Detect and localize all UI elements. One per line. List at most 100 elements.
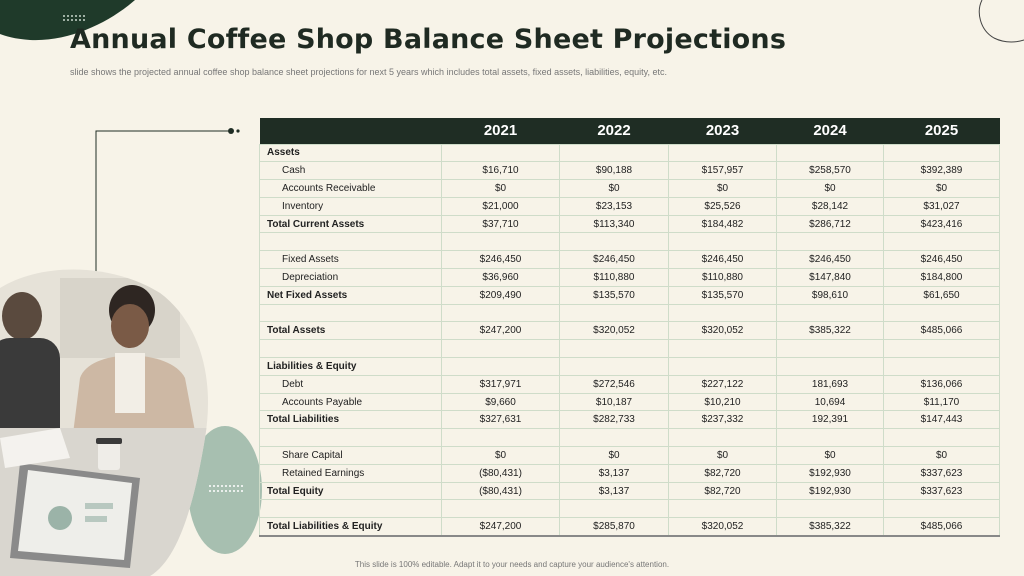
row-label: Debt — [259, 374, 442, 394]
value-cell — [776, 499, 884, 519]
value-cell: $0 — [441, 446, 560, 465]
value-cell: $3,137 — [559, 463, 669, 483]
table-row: Share Capital $0 $0 $0 $0 $0 — [259, 446, 1000, 465]
value-cell: $327,631 — [441, 410, 560, 430]
table-row: Inventory $21,000 $23,153 $25,526 $28,142 $31… — [259, 196, 1000, 216]
table-row: Cash $16,710 $90,188 $157,957 $258,570 $392,3… — [259, 161, 1000, 181]
value-cell: $237,332 — [668, 410, 777, 430]
value-cell: $337,623 — [883, 481, 1000, 501]
value-cell: $320,052 — [559, 321, 669, 341]
value-cell — [883, 339, 1000, 359]
value-cell: $485,066 — [883, 321, 1000, 341]
team-meeting-photo — [0, 269, 208, 576]
balance-sheet-table: 2021 2022 2023 2024 2025 Assets Cash $16,7… — [259, 118, 1000, 537]
value-cell: $3,137 — [559, 481, 669, 501]
value-cell — [883, 428, 1000, 448]
value-cell: $157,957 — [668, 161, 777, 181]
row-label: Share Capital — [259, 446, 442, 465]
value-cell: $337,623 — [883, 463, 1000, 483]
value-cell — [441, 232, 560, 252]
value-cell: $110,880 — [668, 268, 777, 287]
table-row — [259, 303, 1000, 323]
row-label: Total Equity — [259, 481, 442, 501]
value-cell: $147,840 — [776, 268, 884, 287]
table-row: Liabilities & Equity — [259, 357, 1000, 376]
connector-line-decoration — [95, 128, 240, 285]
footer-note: This slide is 100% editable. Adapt it to… — [354, 560, 670, 569]
value-cell — [441, 303, 560, 323]
value-cell: $246,450 — [559, 250, 669, 270]
value-cell: $0 — [559, 446, 669, 465]
value-cell: $184,482 — [668, 214, 777, 234]
table-row: Accounts Receivable $0 $0 $0 $0 $0 — [259, 179, 1000, 198]
value-cell: $282,733 — [559, 410, 669, 430]
value-cell: $82,720 — [668, 481, 777, 501]
value-cell: $9,660 — [441, 392, 560, 412]
header-year-2022: 2022 — [559, 118, 669, 144]
value-cell — [668, 232, 777, 252]
value-cell: $485,066 — [883, 517, 1000, 537]
row-label: Total Liabilities — [259, 410, 442, 430]
value-cell: $320,052 — [668, 517, 777, 537]
value-cell — [559, 499, 669, 519]
value-cell — [776, 339, 884, 359]
value-cell — [776, 232, 884, 252]
value-cell: $28,142 — [776, 196, 884, 216]
page-title: Annual Coffee Shop Balance Sheet Project… — [70, 24, 787, 55]
value-cell: $385,322 — [776, 517, 884, 537]
value-cell: 192,391 — [776, 410, 884, 430]
value-cell: $98,610 — [776, 285, 884, 305]
value-cell: $11,170 — [883, 392, 1000, 412]
table-row: Total Liabilities $327,631 $282,733 $237,33… — [259, 410, 1000, 430]
value-cell: $82,720 — [668, 463, 777, 483]
value-cell — [441, 339, 560, 359]
row-label: Assets — [259, 143, 442, 163]
table-row: Debt $317,971 $272,546 $227,122 181,693 $136,… — [259, 374, 1000, 394]
row-label: Accounts Payable — [259, 392, 442, 412]
table-row: Total Assets $247,200 $320,052 $320,052 $385… — [259, 321, 1000, 341]
value-cell: $16,710 — [441, 161, 560, 181]
value-cell — [776, 143, 884, 163]
value-cell: $21,000 — [441, 196, 560, 216]
value-cell — [883, 357, 1000, 376]
value-cell: $286,712 — [776, 214, 884, 234]
value-cell — [668, 357, 777, 376]
table-row: Accounts Payable $9,660 $10,187 $10,210 10,6… — [259, 392, 1000, 412]
value-cell: $0 — [559, 179, 669, 198]
value-cell: $10,187 — [559, 392, 669, 412]
value-cell — [668, 303, 777, 323]
table-row: Total Current Assets $37,710 $113,340 $184,… — [259, 214, 1000, 234]
row-label — [259, 232, 442, 252]
value-cell: $0 — [776, 179, 884, 198]
table-row — [259, 499, 1000, 519]
value-cell — [559, 357, 669, 376]
table-row: Total Liabilities & Equity $247,200 $285,8… — [259, 517, 1000, 537]
value-cell: $0 — [776, 446, 884, 465]
value-cell — [668, 143, 777, 163]
value-cell: $247,200 — [441, 321, 560, 341]
table-row: Retained Earnings ($80,431) $3,137 $82,720 $… — [259, 463, 1000, 483]
value-cell — [559, 303, 669, 323]
row-label: Cash — [259, 161, 442, 181]
value-cell: $258,570 — [776, 161, 884, 181]
value-cell — [776, 303, 884, 323]
value-cell: $110,880 — [559, 268, 669, 287]
value-cell: ($80,431) — [441, 463, 560, 483]
value-cell: $209,490 — [441, 285, 560, 305]
value-cell: $246,450 — [668, 250, 777, 270]
value-cell: $272,546 — [559, 374, 669, 394]
table-row: Total Equity ($80,431) $3,137 $82,720 $192,9… — [259, 481, 1000, 501]
header-year-2023: 2023 — [668, 118, 777, 144]
value-cell — [441, 499, 560, 519]
value-cell — [883, 232, 1000, 252]
value-cell: $25,526 — [668, 196, 777, 216]
row-label: Depreciation — [259, 268, 442, 287]
value-cell — [883, 143, 1000, 163]
row-label — [259, 303, 442, 323]
value-cell — [776, 428, 884, 448]
value-cell: $36,960 — [441, 268, 560, 287]
value-cell: $37,710 — [441, 214, 560, 234]
table-row: Net Fixed Assets $209,490 $135,570 $135,570… — [259, 285, 1000, 305]
value-cell: $320,052 — [668, 321, 777, 341]
value-cell: $192,930 — [776, 463, 884, 483]
